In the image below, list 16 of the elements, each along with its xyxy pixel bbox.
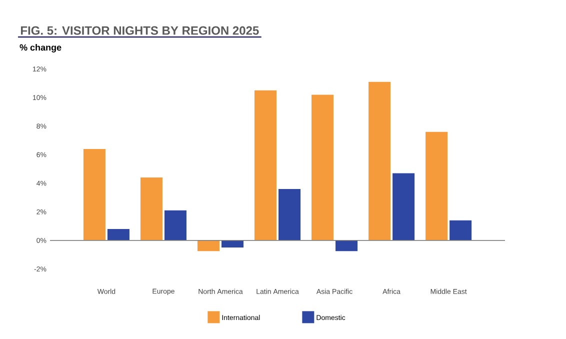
y-axis-title: % change (20, 44, 62, 52)
bar (164, 210, 186, 240)
bar (140, 178, 162, 240)
bar (278, 188, 301, 240)
bar (312, 94, 334, 240)
bar (368, 82, 391, 240)
bar (107, 228, 130, 240)
bar (392, 173, 415, 240)
bar (83, 148, 106, 240)
bar (450, 220, 472, 240)
chart-title: FIG. 5: VISITOR NIGHTS BY REGION 2025 (21, 26, 259, 35)
bar (336, 240, 358, 252)
bar (221, 240, 244, 248)
bar (426, 132, 448, 240)
bar (254, 90, 277, 240)
bar (197, 240, 220, 252)
